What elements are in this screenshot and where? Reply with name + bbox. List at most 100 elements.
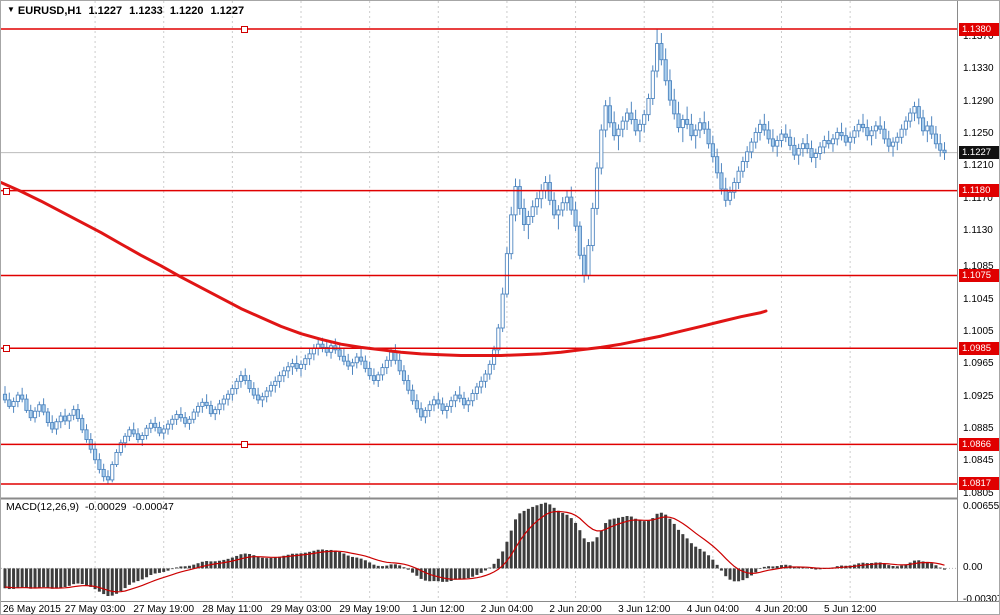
macd-bar (471, 568, 475, 577)
macd-axis-label: 0.00 (963, 562, 983, 574)
macd-bar (445, 568, 449, 582)
macd-bar (166, 568, 170, 571)
macd-bar (286, 554, 290, 569)
candle (869, 130, 874, 137)
macd-bar (943, 568, 947, 570)
candle (20, 394, 25, 400)
time-axis-label: 3 Jun 12:00 (618, 604, 671, 615)
macd-bar (466, 568, 470, 579)
candle (324, 346, 329, 353)
candle (890, 141, 896, 147)
line-handle[interactable] (241, 441, 248, 449)
candle (663, 59, 668, 82)
moving-average-line[interactable] (1, 181, 768, 357)
candle (732, 182, 737, 193)
time-axis-label: 5 Jun 12:00 (823, 604, 877, 615)
ohlc-open: 1.1227 (88, 5, 123, 17)
candle (470, 393, 475, 402)
macd-bar (458, 568, 462, 579)
candle (449, 400, 454, 407)
candle (912, 106, 917, 114)
candle (123, 435, 128, 444)
candle (58, 415, 63, 423)
macd-bar (732, 568, 736, 582)
candle (676, 113, 681, 129)
candle (590, 207, 595, 247)
candle (543, 182, 548, 192)
macd-bar (737, 568, 741, 582)
price-axis-label: 1.1085 (963, 261, 994, 273)
candle (105, 476, 111, 481)
macd-bar (621, 516, 625, 569)
price-level-tag[interactable]: 1.1180 (959, 184, 999, 198)
macd-bar (719, 568, 723, 571)
candle (277, 375, 282, 382)
candle (50, 422, 55, 430)
macd-bar (368, 562, 372, 569)
price-level-tag[interactable]: 1.1380 (959, 22, 999, 36)
time-axis-label: 4 Jun 04:00 (686, 604, 739, 615)
line-handle[interactable] (3, 345, 10, 353)
macd-bar (423, 568, 427, 581)
macd-bar (501, 551, 505, 569)
candle (753, 131, 758, 143)
candle (865, 127, 870, 137)
time-axis-label: 27 May 19:00 (133, 604, 195, 615)
macd-bar (406, 568, 410, 570)
macd-bar (290, 553, 294, 569)
candle (11, 401, 16, 407)
candle (582, 254, 587, 276)
time-axis-label: 29 May 19:00 (339, 604, 400, 615)
line-handle[interactable] (241, 26, 248, 33)
price-level-tag[interactable]: 1.0985 (959, 341, 999, 355)
candle (217, 403, 222, 411)
macd-bar (921, 561, 925, 569)
macd-bar (934, 565, 938, 569)
candle (552, 199, 557, 216)
macd-bar (350, 556, 354, 569)
price-level-tag[interactable]: 1.1075 (959, 268, 999, 282)
macd-bar (7, 568, 11, 590)
macd-bar (449, 568, 453, 581)
candle (337, 349, 342, 357)
macd-bar (604, 523, 608, 569)
time-axis-label: 28 May 11:00 (202, 604, 263, 615)
candle (616, 128, 621, 137)
chart-plot-area[interactable] (1, 1, 957, 601)
macd-bar (638, 520, 642, 569)
macd-bar (59, 568, 63, 588)
macd-axis-label: 0.00655 (963, 501, 1000, 512)
macd-bar (475, 568, 479, 575)
candle (534, 198, 540, 208)
candle (320, 343, 325, 348)
line-handle[interactable] (3, 187, 10, 195)
macd-bar (483, 568, 487, 571)
macd-bar (689, 543, 693, 569)
macd-bar (149, 568, 153, 575)
macd-bar (882, 563, 886, 569)
candle (359, 356, 364, 362)
candle (256, 394, 261, 401)
macd-bar (561, 512, 565, 569)
candle (757, 123, 763, 133)
candle (294, 363, 299, 369)
candle (539, 190, 544, 200)
time-axis-label: 26 May 2015 (3, 604, 61, 615)
candle (886, 138, 891, 147)
candle (178, 414, 183, 419)
candle (500, 293, 505, 329)
macd-bar (488, 567, 492, 569)
macd-bar (72, 568, 76, 585)
candle (195, 405, 201, 413)
candle (187, 418, 192, 424)
candle (183, 417, 188, 424)
candle (680, 119, 685, 129)
candle (7, 399, 12, 407)
price-level-tag[interactable]: 1.0866 (959, 437, 999, 451)
price-level-tag[interactable]: 1.0817 (959, 477, 999, 491)
candle (556, 209, 561, 216)
candle (796, 148, 801, 156)
macd-bar (629, 516, 633, 569)
macd-bar (37, 568, 41, 588)
